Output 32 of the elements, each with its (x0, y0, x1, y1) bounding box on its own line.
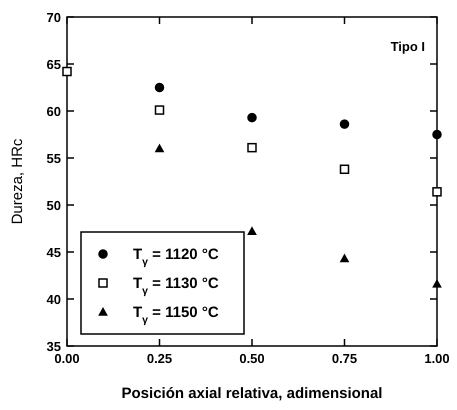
annotation: Tipo I (390, 39, 425, 54)
point (155, 144, 164, 152)
y-tick-label: 40 (46, 292, 61, 307)
y-axis-title: Dureza, HRc (9, 138, 26, 224)
point (340, 254, 349, 262)
y-tick-label: 55 (46, 151, 61, 166)
y-tick-label: 35 (46, 339, 61, 354)
x-tick-label: 0.75 (332, 351, 358, 366)
point (62, 66, 72, 76)
x-tick-label: 0.00 (54, 351, 80, 366)
point (248, 226, 256, 236)
x-tick-label: 0.25 (146, 351, 172, 366)
y-tick-label: 60 (46, 104, 61, 119)
point (340, 119, 350, 129)
y-tick-label: 70 (46, 10, 61, 25)
legend-label: T$_{γ}$ = 1130 °C (133, 275, 219, 297)
y-tick-label: 65 (46, 57, 61, 72)
point (154, 82, 164, 92)
legend-label: T$_{γ}$ = 1120 °C (133, 246, 219, 268)
point (432, 187, 442, 197)
point (247, 142, 257, 152)
x-tick-label: 1.00 (424, 351, 450, 366)
legend-label: T$_{γ}$ = 1150 °C (133, 304, 219, 326)
y-tick-label: 45 (46, 245, 61, 260)
point (432, 130, 442, 140)
point (247, 112, 257, 122)
point (154, 105, 164, 115)
y-tick-label: 50 (46, 198, 61, 213)
x-tick-label: 0.50 (239, 351, 265, 366)
x-axis-title: Posición axial relativa, adimensional (122, 385, 382, 402)
point (340, 164, 350, 174)
point (432, 279, 442, 288)
